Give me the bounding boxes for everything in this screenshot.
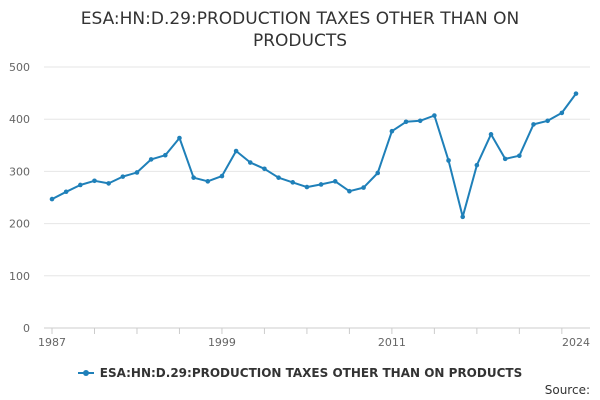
data-point-1996 [177, 135, 182, 141]
data-point-2011 [389, 128, 395, 134]
legend-series-marker [77, 370, 94, 376]
x-tick-label-2024: 2024 [562, 336, 590, 349]
y-tick-label-0: 0 [23, 322, 30, 335]
data-point-1999 [219, 173, 225, 179]
y-tick-label-100: 100 [9, 270, 30, 283]
data-point-2017 [474, 162, 480, 168]
data-point-2020 [517, 153, 522, 159]
chart-title-line-1: ESA:HN:D.29:PRODUCTION TAXES OTHER THAN … [80, 9, 520, 29]
x-tick-label-1987: 1987 [38, 336, 66, 349]
data-point-2021 [531, 122, 536, 127]
data-point-2012 [403, 119, 409, 125]
data-point-1997 [191, 175, 196, 180]
data-point-2024 [573, 91, 579, 96]
data-point-2015 [446, 158, 451, 163]
data-point-1989 [78, 182, 83, 188]
data-point-1992 [120, 174, 126, 179]
data-point-2010 [375, 170, 381, 176]
data-point-2004 [290, 180, 296, 185]
data-point-1993 [134, 170, 140, 175]
data-point-1988 [63, 189, 69, 195]
chart-title-line-2: PRODUCTS [252, 31, 348, 51]
data-point-2007 [332, 179, 338, 184]
y-tick-label-400: 400 [9, 113, 30, 126]
legend[interactable]: ESA:HN:D.29:PRODUCTION TAXES OTHER THAN … [0, 366, 600, 380]
data-point-2019 [502, 156, 508, 162]
data-point-2022 [545, 118, 550, 124]
data-point-2013 [417, 118, 423, 124]
data-point-1987 [49, 196, 55, 202]
data-point-2006 [318, 182, 324, 187]
data-point-1995 [162, 152, 168, 158]
data-point-2016 [460, 214, 466, 220]
series-line [51, 93, 577, 218]
data-point-2018 [488, 132, 494, 137]
data-point-2001 [247, 160, 253, 165]
data-point-2000 [233, 148, 239, 154]
data-point-2003 [276, 175, 281, 180]
source-label: Source: [544, 383, 590, 397]
data-point-2005 [304, 184, 310, 190]
x-tick-label-2011: 2011 [378, 336, 406, 349]
data-point-2002 [262, 166, 267, 172]
legend-series-label: ESA:HN:D.29:PRODUCTION TAXES OTHER THAN … [99, 366, 523, 380]
data-point-2008 [347, 188, 352, 194]
data-point-1994 [148, 157, 154, 162]
data-point-1998 [205, 179, 211, 184]
y-tick-label-200: 200 [9, 218, 30, 231]
y-tick-label-500: 500 [9, 61, 30, 74]
x-tick-label-1999: 1999 [208, 336, 236, 349]
chart-title: ESA:HN:D.29:PRODUCTION TAXES OTHER THAN … [20, 8, 580, 52]
data-point-2009 [361, 185, 366, 190]
data-point-1990 [92, 178, 97, 184]
data-point-1991 [106, 181, 111, 186]
y-tick-label-300: 300 [9, 165, 30, 178]
data-point-2023 [559, 110, 565, 116]
data-point-2014 [432, 113, 437, 118]
